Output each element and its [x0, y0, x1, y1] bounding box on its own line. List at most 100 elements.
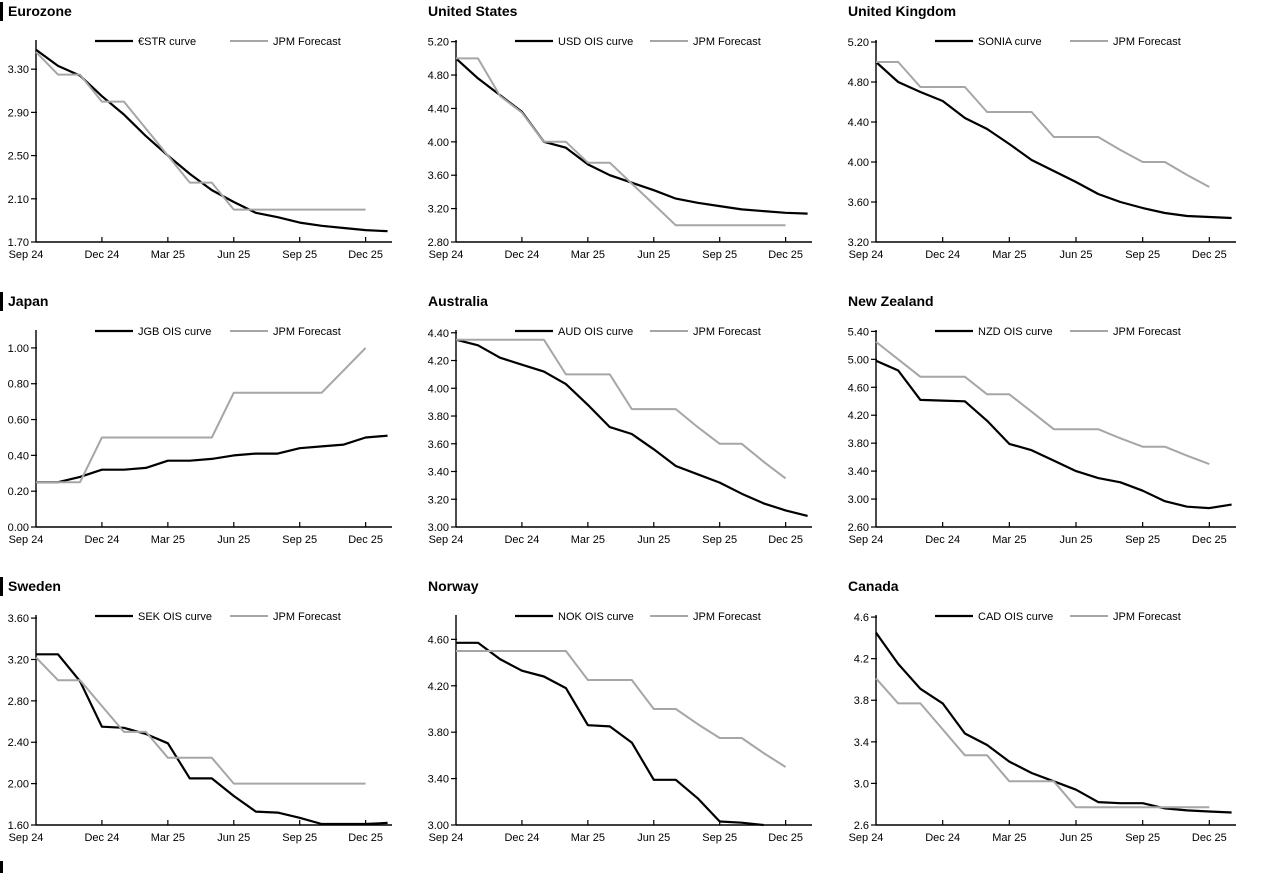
x-tick-label: Mar 25: [992, 249, 1026, 261]
x-tick-label: Sep 24: [429, 534, 464, 546]
x-tick-label: Dec 25: [1192, 249, 1227, 261]
series-line-forecast: [875, 341, 1210, 466]
x-tick-label: Dec 24: [504, 832, 539, 844]
y-tick-label: 0.60: [8, 415, 29, 427]
y-tick-label: 0.20: [8, 486, 29, 498]
x-tick-label: Jun 25: [217, 534, 250, 546]
y-tick-label: 4.00: [428, 137, 449, 149]
y-tick-label: 4.20: [428, 356, 449, 368]
legend-label: SONIA curve: [978, 36, 1042, 48]
y-tick-label: 0.40: [8, 450, 29, 462]
chart-panel-sweden: Sweden 3.60 3.20 2.80 2.40 2.00 1.60 Sep 24 Dec…: [0, 575, 420, 873]
x-tick-label: Dec 24: [925, 249, 960, 261]
y-tick-label: 3.00: [848, 494, 869, 506]
legend-label: JPM Forecast: [693, 326, 761, 338]
y-tick-label: 4.80: [428, 70, 449, 82]
legend-label: JPM Forecast: [1113, 326, 1181, 338]
x-tick-label: Dec 24: [84, 534, 119, 546]
y-tick-label: 4.00: [428, 383, 449, 395]
y-tick-label: 3.00: [428, 820, 449, 832]
x-tick-label: Jun 25: [1059, 832, 1092, 844]
x-tick-label: Sep 25: [1125, 249, 1160, 261]
y-tick-label: 5.20: [428, 37, 449, 49]
x-tick-label: Sep 25: [702, 249, 737, 261]
series-line-curve: [875, 61, 1232, 220]
series-line-forecast: [456, 650, 787, 768]
x-tick-label: Dec 24: [84, 832, 119, 844]
chart-title: United Kingdom: [848, 3, 957, 19]
x-tick-label: Sep 25: [1125, 832, 1160, 844]
x-tick-label: Mar 25: [151, 249, 185, 261]
y-tick-label: 3.40: [428, 467, 449, 479]
legend-label: USD OIS curve: [558, 36, 633, 48]
y-tick-label: 2.80: [428, 237, 449, 249]
series-line-forecast: [456, 338, 787, 480]
x-tick-label: Sep 24: [429, 832, 464, 844]
x-tick-label: Dec 25: [768, 832, 803, 844]
y-tick-label: 3.40: [848, 466, 869, 478]
y-tick-label: 1.00: [8, 343, 29, 355]
chart-title: Australia: [428, 293, 488, 309]
y-tick-label: 4.80: [848, 77, 869, 89]
y-tick-label: 3.20: [428, 494, 449, 506]
y-tick-label: 2.80: [8, 696, 29, 708]
x-tick-label: Mar 25: [571, 832, 605, 844]
x-tick-label: Sep 25: [702, 832, 737, 844]
x-tick-label: Sep 25: [1125, 534, 1160, 546]
legend-label: JPM Forecast: [1113, 36, 1181, 48]
x-tick-label: Dec 24: [925, 832, 960, 844]
x-tick-label: Sep 24: [429, 249, 464, 261]
x-tick-label: Sep 25: [282, 534, 317, 546]
series-line-curve: [455, 338, 808, 517]
section-bar-icon: [0, 2, 3, 21]
chart-title: United States: [428, 3, 518, 19]
x-tick-label: Mar 25: [992, 832, 1026, 844]
series-line-curve: [875, 359, 1232, 510]
x-tick-label: Dec 25: [348, 534, 383, 546]
chart-panel-australia: Australia 4.40 4.20 4.00 3.80 3.60 3.40 3.20 3.…: [420, 290, 840, 575]
y-tick-label: 3.4: [854, 737, 869, 749]
x-tick-label: Jun 25: [217, 832, 250, 844]
panel-header: Canada: [840, 575, 1264, 601]
y-tick-label: 0.00: [8, 522, 29, 534]
legend-label: JPM Forecast: [273, 36, 341, 48]
y-tick-label: 3.80: [428, 727, 449, 739]
x-tick-label: Jun 25: [1059, 534, 1092, 546]
y-tick-label: 4.20: [848, 410, 869, 422]
x-tick-label: Sep 24: [9, 832, 44, 844]
chart-panel-united-states: United States 5.20 4.80 4.40 4.00 3.60 3.20 2.…: [420, 0, 840, 290]
y-tick-label: 4.6: [854, 612, 869, 624]
x-tick-label: Dec 24: [84, 249, 119, 261]
legend-label: JPM Forecast: [693, 36, 761, 48]
x-tick-label: Sep 25: [282, 249, 317, 261]
x-tick-label: Sep 24: [9, 249, 44, 261]
x-tick-label: Dec 25: [768, 534, 803, 546]
series-line-forecast: [456, 57, 786, 227]
y-tick-label: 3.80: [848, 438, 869, 450]
legend-label: SEK OIS curve: [138, 611, 212, 623]
y-tick-label: 0.80: [8, 379, 29, 391]
x-tick-label: Dec 25: [1192, 832, 1227, 844]
legend-label: JPM Forecast: [273, 326, 341, 338]
chart-panel-canada: Canada 4.6 4.2 3.8 3.4 3.0 2.6 Sep 24 Dec 24 Mar…: [840, 575, 1264, 873]
legend-label: AUD OIS curve: [558, 326, 633, 338]
legend-label: €STR curve: [138, 36, 196, 48]
panel-header: United States: [420, 0, 840, 26]
y-tick-label: 1.70: [8, 237, 29, 249]
y-tick-label: 3.0: [854, 778, 869, 790]
chart-title: Canada: [848, 578, 899, 594]
x-tick-label: Jun 25: [637, 249, 670, 261]
y-tick-label: 3.60: [848, 197, 869, 209]
chart-panel-new-zealand: New Zealand 5.40 5.00 4.60 4.20 3.80 3.40 3.00…: [840, 290, 1264, 575]
x-tick-label: Mar 25: [571, 534, 605, 546]
legend-label: NZD OIS curve: [978, 326, 1053, 338]
legend-label: NOK OIS curve: [558, 611, 634, 623]
y-tick-label: 3.20: [848, 237, 869, 249]
